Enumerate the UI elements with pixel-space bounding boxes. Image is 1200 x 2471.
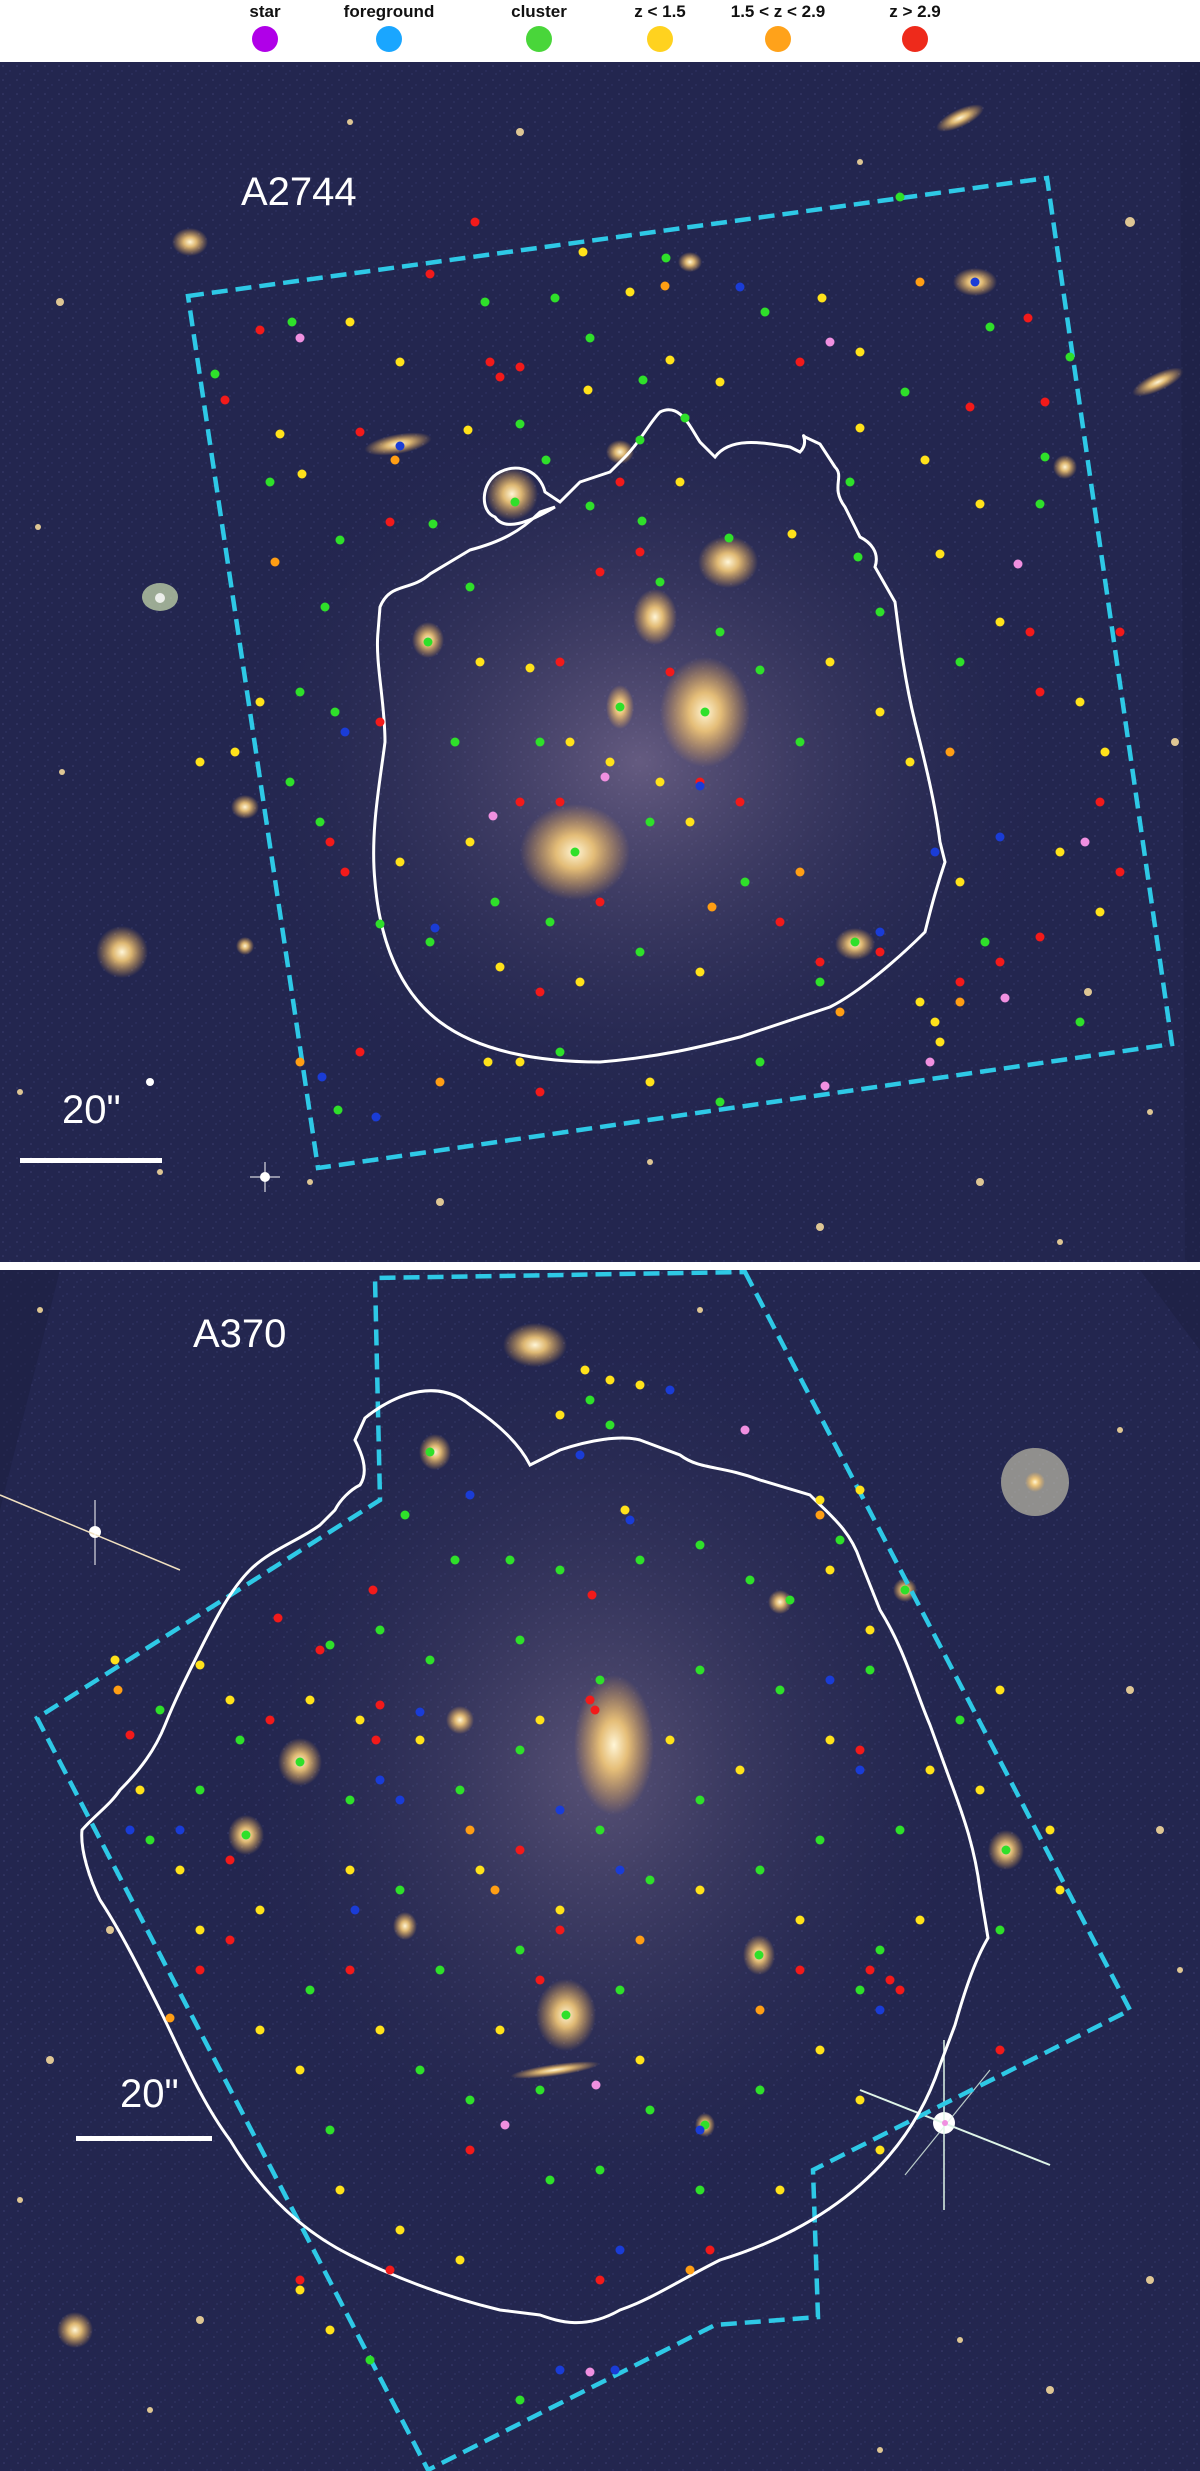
cluster-galaxy — [446, 1706, 474, 1734]
field-galaxy — [503, 1323, 567, 1367]
field-galaxies — [17, 1307, 1183, 2453]
cluster-galaxy — [486, 468, 538, 520]
field-galaxy — [172, 228, 208, 256]
bright-star — [146, 593, 280, 1192]
legend-item-mid-z: 1.5 < z < 2.9 — [698, 2, 858, 52]
legend-label-high-z: z > 2.9 — [889, 2, 941, 21]
lensed-arc — [510, 2061, 600, 2079]
legend-item-star: star — [185, 2, 345, 52]
legend: star foreground cluster z < 1.5 1.5 < z … — [0, 0, 1200, 62]
legend-item-foreground: foreground — [309, 2, 469, 52]
field-galaxy — [1053, 455, 1077, 479]
panel-a370-image — [0, 1270, 1200, 2471]
legend-label-mid-z: 1.5 < z < 2.9 — [730, 2, 826, 21]
low-z-markers — [195, 247, 1110, 1087]
cluster-galaxy — [768, 1590, 792, 1614]
legend-marker-mid-z — [765, 26, 791, 52]
legend-item-cluster: cluster — [459, 2, 619, 52]
high-z-markers — [125, 1585, 1005, 2285]
legend-label-cluster: cluster — [511, 2, 567, 21]
field-galaxy — [678, 252, 702, 272]
image-edge — [0, 1270, 60, 1510]
legend-label-star: star — [249, 2, 281, 21]
legend-item-low-z: z < 1.5 — [580, 2, 740, 52]
cluster-galaxy — [698, 536, 758, 588]
cluster-galaxy — [393, 1912, 417, 1940]
mid-z-markers — [270, 277, 965, 1087]
cluster-galaxy — [419, 1434, 451, 1470]
image-edge — [1180, 62, 1200, 1262]
low-z-markers — [110, 1365, 1065, 2335]
legend-marker-foreground — [376, 26, 402, 52]
cluster-halo — [220, 382, 1060, 1142]
edge-on-galaxy — [936, 104, 984, 132]
panel-a2744-image — [0, 62, 1200, 1262]
star-markers — [500, 1425, 948, 2377]
mass-contour — [372, 408, 947, 1064]
legend-marker-cluster — [526, 26, 552, 52]
field-galaxy — [96, 926, 148, 978]
cluster-galaxy — [633, 589, 677, 645]
field-galaxy — [231, 795, 259, 819]
legend-marker-star — [252, 26, 278, 52]
panel-separator — [0, 1262, 1200, 1270]
image-edge — [1140, 1270, 1200, 1350]
mass-contour — [80, 1389, 990, 2325]
hst-footprint-outline — [34, 1270, 1134, 2471]
legend-marker-low-z — [647, 26, 673, 52]
field-galaxies — [17, 119, 1179, 1245]
hst-footprint-outline — [185, 175, 1175, 1171]
legend-item-high-z: z > 2.9 — [835, 2, 995, 52]
foreground-markers — [125, 1385, 885, 2375]
scale-bar — [76, 2136, 212, 2141]
spiral-galaxy-core — [1025, 1472, 1045, 1492]
cluster-markers — [145, 1395, 1011, 2405]
legend-label-low-z: z < 1.5 — [634, 2, 686, 21]
field-galaxy — [236, 937, 254, 955]
bright-star — [0, 1494, 181, 1571]
bcg-galaxy — [574, 1675, 654, 1815]
scale-bar-label: 20" — [62, 1088, 121, 1132]
legend-marker-high-z — [902, 26, 928, 52]
legend-label-foreground: foreground — [343, 2, 435, 21]
edge-on-galaxy — [1132, 367, 1184, 397]
cluster-name-a2744: A2744 — [241, 170, 357, 214]
scale-bar — [20, 1158, 162, 1163]
star-markers — [295, 333, 1090, 1091]
cluster-galaxy — [606, 440, 634, 464]
field-galaxy — [57, 2312, 93, 2348]
panel-a2744: A2744 20" — [0, 62, 1200, 1262]
foreground-markers — [317, 277, 1005, 1122]
cluster-name-a370: A370 — [193, 1312, 287, 1356]
panel-a370: A370 20" — [0, 1270, 1200, 2471]
mid-z-markers — [113, 1510, 825, 2275]
scale-bar-label: 20" — [120, 2072, 179, 2116]
cluster-markers — [210, 192, 1085, 1115]
